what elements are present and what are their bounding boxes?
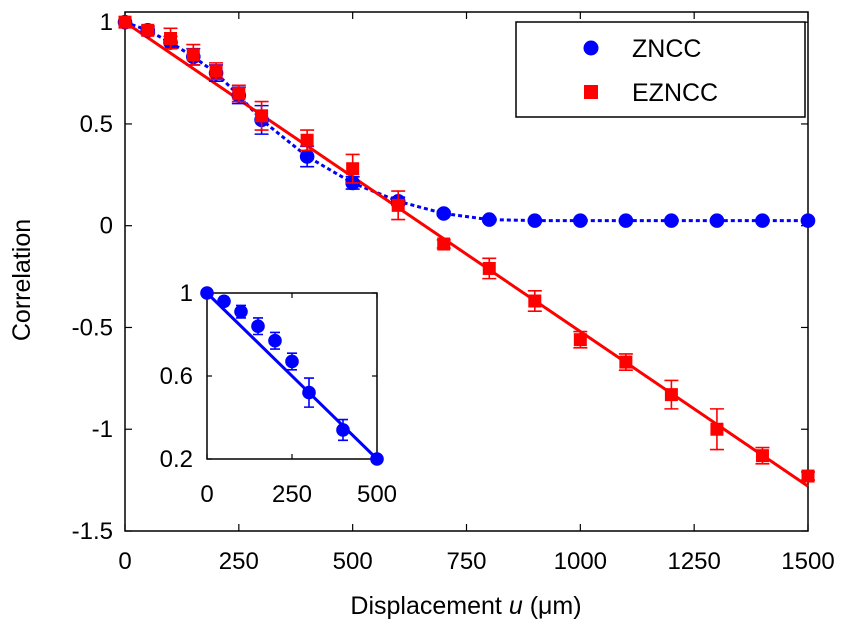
inset-point-0 [200, 286, 214, 300]
inset-point-0 [217, 294, 231, 309]
inset-point-0 [234, 304, 248, 319]
x-axis-title-text: Displacement [350, 592, 502, 620]
point-0 [299, 149, 315, 164]
inset-x-tick-label: 500 [357, 481, 397, 508]
point-1 [118, 15, 132, 29]
point-1 [710, 422, 724, 436]
point-1 [801, 469, 815, 483]
point-1 [755, 449, 769, 463]
point-0 [800, 213, 816, 228]
inset-y-tick-label: 0.2 [160, 446, 193, 473]
legend: ZNCC EZNCC [515, 21, 806, 118]
inset-point-0 [285, 354, 299, 369]
x-tick-label: 250 [219, 548, 259, 575]
y-tick-label: -1.5 [72, 518, 113, 545]
legend-marker-zncc [583, 40, 599, 56]
inset-point-0 [302, 385, 316, 400]
legend-box [515, 21, 806, 118]
point-1 [232, 86, 246, 100]
point-1 [573, 333, 587, 347]
x-tick-label: 1000 [554, 548, 607, 575]
inset-point-0 [251, 319, 265, 334]
point-1 [346, 162, 360, 176]
inset-point-0 [370, 452, 384, 466]
inset-point-0 [268, 333, 282, 348]
inset-x-tick-label: 250 [272, 481, 312, 508]
y-tick-label: 0.5 [80, 111, 113, 138]
point-0 [573, 213, 588, 228]
point-1 [437, 237, 451, 251]
x-tick-label: 0 [118, 548, 131, 575]
point-0 [527, 213, 543, 228]
y-tick-label: 1 [100, 9, 113, 36]
point-1 [528, 294, 542, 308]
inset-point-0 [336, 423, 350, 437]
x-tick-label: 1500 [781, 548, 834, 575]
point-0 [618, 213, 634, 228]
point-0 [755, 213, 770, 228]
x-axis-title: Displacement u (μm) [350, 592, 581, 620]
point-0 [709, 213, 725, 228]
point-0 [481, 212, 497, 227]
inset-y-tick-label: 0.6 [160, 363, 193, 390]
legend-label-ezncc: EZNCC [632, 79, 718, 107]
x-tick-label: 750 [446, 548, 486, 575]
point-1 [300, 133, 314, 147]
x-tick-label: 500 [333, 548, 373, 575]
inset-y-tick-label: 1 [180, 280, 193, 307]
point-1 [255, 109, 269, 123]
point-1 [186, 48, 200, 62]
inset-x-tick-label: 0 [200, 481, 213, 508]
y-tick-label: -1 [92, 416, 113, 443]
point-0 [436, 206, 452, 221]
inset-plot: 0 250 500 1 0.6 0.2 [160, 280, 397, 508]
x-axis-title-unit: (μm) [530, 592, 582, 620]
point-1 [664, 388, 678, 402]
legend-label-zncc: ZNCC [632, 35, 701, 63]
x-tick-label: 1250 [667, 548, 720, 575]
y-axis-title: Correlation [8, 219, 36, 341]
point-1 [619, 355, 633, 369]
y-tick-label: -0.5 [72, 314, 113, 341]
x-axis-title-var: u [509, 592, 523, 620]
y-tick-label: 0 [100, 213, 113, 240]
legend-marker-ezncc [584, 85, 598, 99]
point-1 [141, 23, 155, 37]
point-1 [482, 261, 496, 275]
point-1 [164, 31, 178, 45]
point-0 [664, 213, 679, 228]
point-1 [391, 198, 405, 212]
point-1 [209, 64, 223, 78]
